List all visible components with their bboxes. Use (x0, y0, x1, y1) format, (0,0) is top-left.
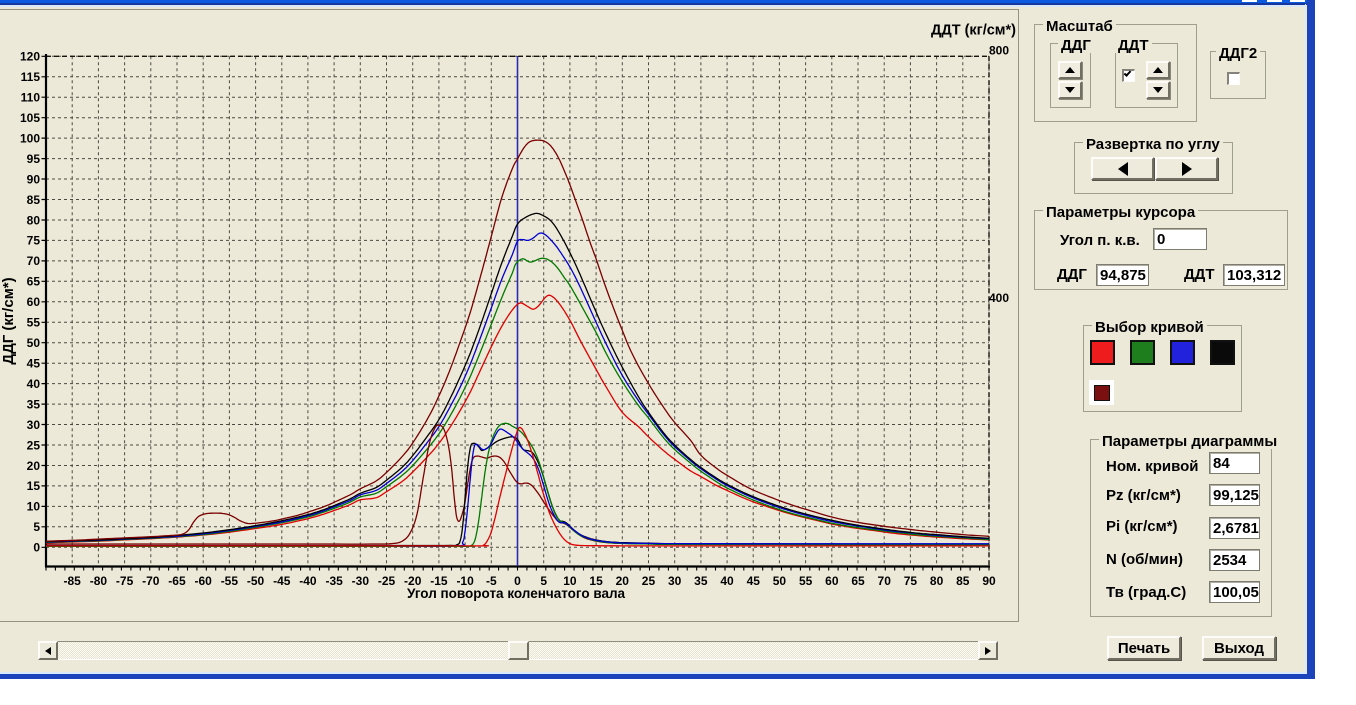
svg-text:-60: -60 (194, 574, 212, 588)
svg-text:-25: -25 (378, 574, 396, 588)
svg-text:10: 10 (563, 574, 577, 588)
svg-text:90: 90 (27, 172, 41, 186)
svg-text:75: 75 (904, 574, 918, 588)
svg-text:85: 85 (956, 574, 970, 588)
svg-text:-55: -55 (221, 574, 239, 588)
svg-text:20: 20 (27, 459, 41, 473)
svg-text:5: 5 (540, 574, 547, 588)
svg-text:30: 30 (27, 418, 41, 432)
svg-text:-35: -35 (325, 574, 343, 588)
svg-text:80: 80 (930, 574, 944, 588)
svg-text:-10: -10 (456, 574, 474, 588)
svg-text:95: 95 (27, 152, 41, 166)
svg-text:-85: -85 (64, 574, 82, 588)
svg-text:40: 40 (27, 377, 41, 391)
svg-text:10: 10 (27, 500, 41, 514)
svg-text:50: 50 (773, 574, 787, 588)
svg-text:35: 35 (27, 397, 41, 411)
svg-text:800: 800 (989, 44, 1009, 58)
svg-text:-70: -70 (142, 574, 160, 588)
svg-text:45: 45 (747, 574, 761, 588)
svg-text:5: 5 (33, 520, 40, 534)
svg-text:60: 60 (27, 295, 41, 309)
svg-text:75: 75 (27, 234, 41, 248)
svg-text:400: 400 (989, 291, 1009, 305)
svg-text:45: 45 (27, 356, 41, 370)
svg-text:-20: -20 (404, 574, 422, 588)
svg-text:-80: -80 (90, 574, 108, 588)
svg-text:-40: -40 (299, 574, 317, 588)
svg-text:70: 70 (27, 254, 41, 268)
svg-text:-5: -5 (486, 574, 497, 588)
svg-text:-50: -50 (247, 574, 265, 588)
svg-text:65: 65 (851, 574, 865, 588)
svg-text:ДДТ (кг/см*): ДДТ (кг/см*) (931, 23, 1016, 39)
svg-text:20: 20 (616, 574, 630, 588)
svg-text:70: 70 (878, 574, 892, 588)
svg-text:15: 15 (27, 479, 41, 493)
svg-text:ДДГ (кг/см*): ДДГ (кг/см*) (0, 277, 17, 364)
svg-text:105: 105 (20, 111, 40, 125)
svg-text:-15: -15 (430, 574, 448, 588)
svg-text:100: 100 (20, 131, 40, 145)
svg-text:-75: -75 (116, 574, 134, 588)
svg-text:55: 55 (27, 316, 41, 330)
svg-text:30: 30 (668, 574, 682, 588)
svg-text:0: 0 (514, 574, 521, 588)
svg-text:15: 15 (589, 574, 603, 588)
svg-text:35: 35 (694, 574, 708, 588)
svg-text:40: 40 (720, 574, 734, 588)
svg-text:85: 85 (27, 193, 41, 207)
svg-text:65: 65 (27, 275, 41, 289)
svg-text:110: 110 (21, 91, 41, 105)
svg-text:-45: -45 (273, 574, 291, 588)
svg-text:25: 25 (642, 574, 656, 588)
svg-text:120: 120 (20, 50, 40, 64)
svg-text:115: 115 (21, 70, 41, 84)
svg-text:25: 25 (27, 438, 41, 452)
svg-text:80: 80 (27, 213, 41, 227)
svg-text:-65: -65 (168, 574, 186, 588)
svg-text:-30: -30 (352, 574, 370, 588)
svg-text:90: 90 (982, 574, 996, 588)
svg-text:60: 60 (825, 574, 839, 588)
svg-text:0: 0 (33, 541, 40, 555)
svg-text:55: 55 (799, 574, 813, 588)
svg-text:50: 50 (27, 336, 41, 350)
svg-text:Угол поворота коленчатого вала: Угол поворота коленчатого вала (407, 586, 626, 601)
